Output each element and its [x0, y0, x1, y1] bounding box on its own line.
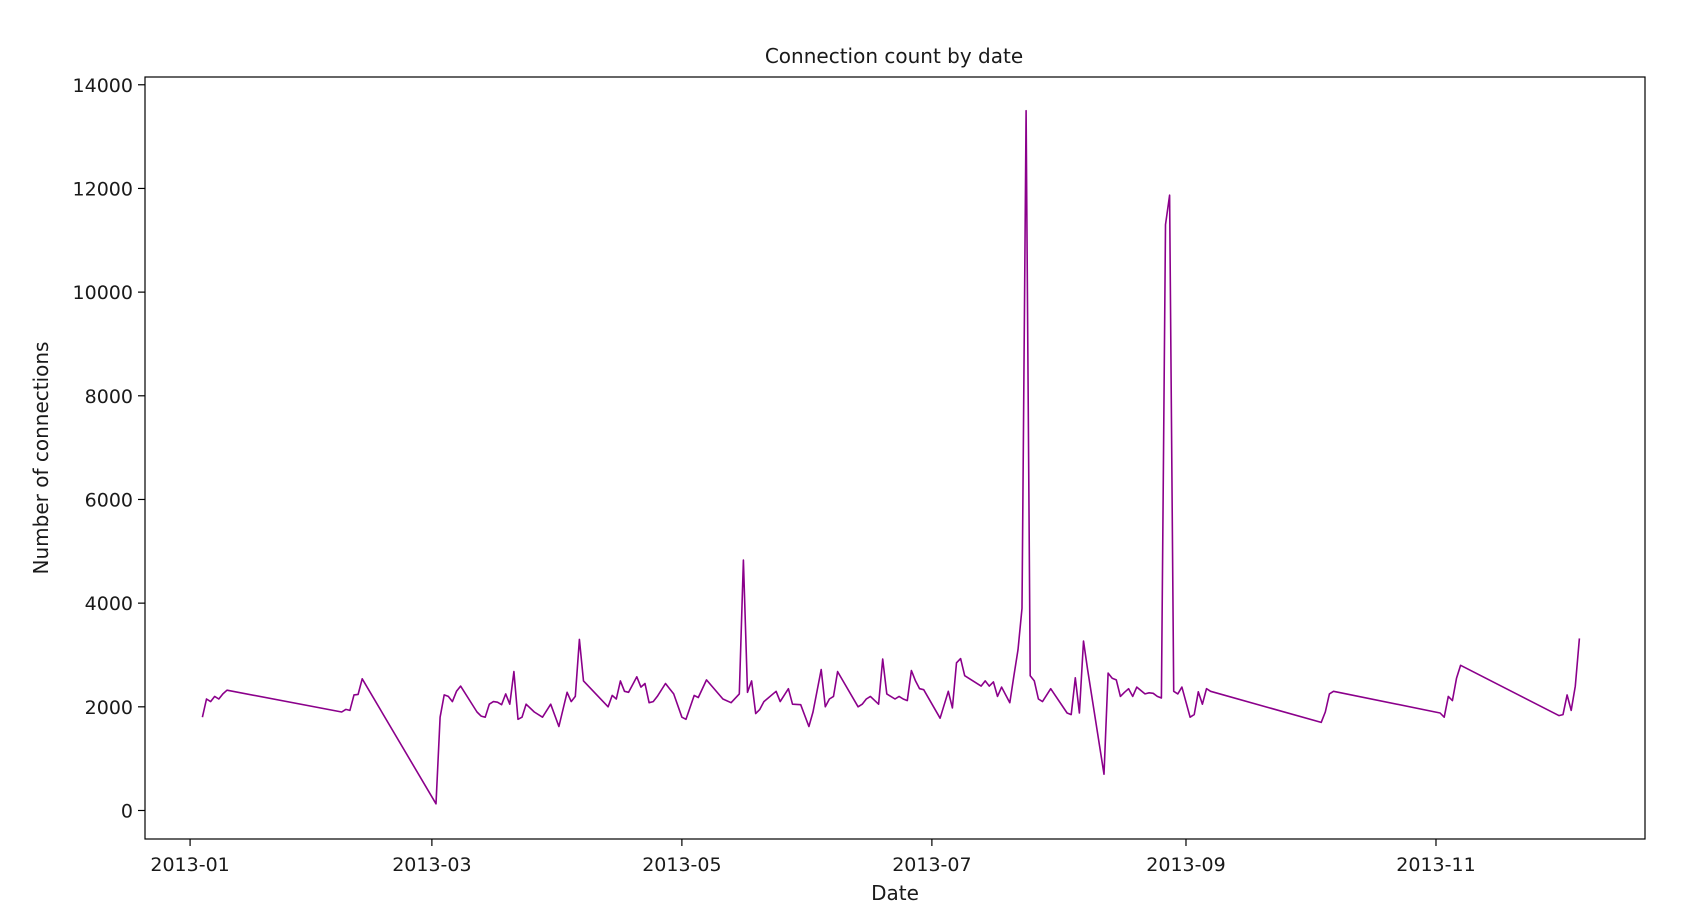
y-tick-label: 2000	[85, 697, 133, 719]
y-tick-label: 0	[121, 800, 133, 822]
y-tick-label: 10000	[73, 282, 133, 304]
chart-title: Connection count by date	[765, 44, 1023, 68]
x-tick-label: 2013-11	[1396, 854, 1475, 876]
y-tick-label: 8000	[85, 386, 133, 408]
y-axis: 0 2000 4000 6000 8000 10000 12000 14000	[73, 75, 145, 822]
series-layer	[201, 109, 1581, 805]
x-tick-label: 2013-09	[1146, 854, 1225, 876]
x-axis: 2013-01 2013-03 2013-05 2013-07 2013-09 2013-…	[150, 839, 1476, 876]
series-line-0	[201, 109, 1581, 805]
x-tick-label: 2013-05	[642, 854, 721, 876]
y-tick-label: 12000	[73, 178, 133, 200]
x-tick-label: 2013-07	[892, 854, 971, 876]
y-tick-label: 6000	[85, 489, 133, 511]
y-tick-label: 14000	[73, 75, 133, 97]
plot-area-frame	[144, 76, 1646, 840]
x-tick-label: 2013-01	[150, 854, 229, 876]
y-tick-label: 4000	[85, 593, 133, 615]
x-axis-label: Date	[871, 881, 919, 905]
y-axis-label: Number of connections	[29, 342, 53, 575]
x-tick-label: 2013-03	[392, 854, 471, 876]
